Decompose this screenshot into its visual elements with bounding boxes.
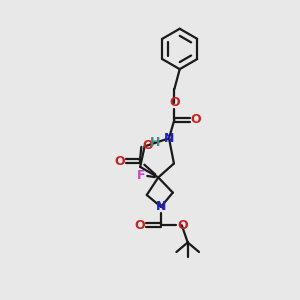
Text: O: O bbox=[142, 139, 153, 152]
Text: F: F bbox=[137, 169, 146, 182]
Text: O: O bbox=[190, 113, 201, 126]
Text: O: O bbox=[134, 219, 145, 232]
Text: O: O bbox=[177, 219, 188, 232]
Text: O: O bbox=[114, 154, 125, 168]
Text: N: N bbox=[164, 132, 174, 145]
Text: O: O bbox=[169, 96, 180, 109]
Text: N: N bbox=[156, 200, 166, 213]
Text: H: H bbox=[150, 136, 160, 149]
